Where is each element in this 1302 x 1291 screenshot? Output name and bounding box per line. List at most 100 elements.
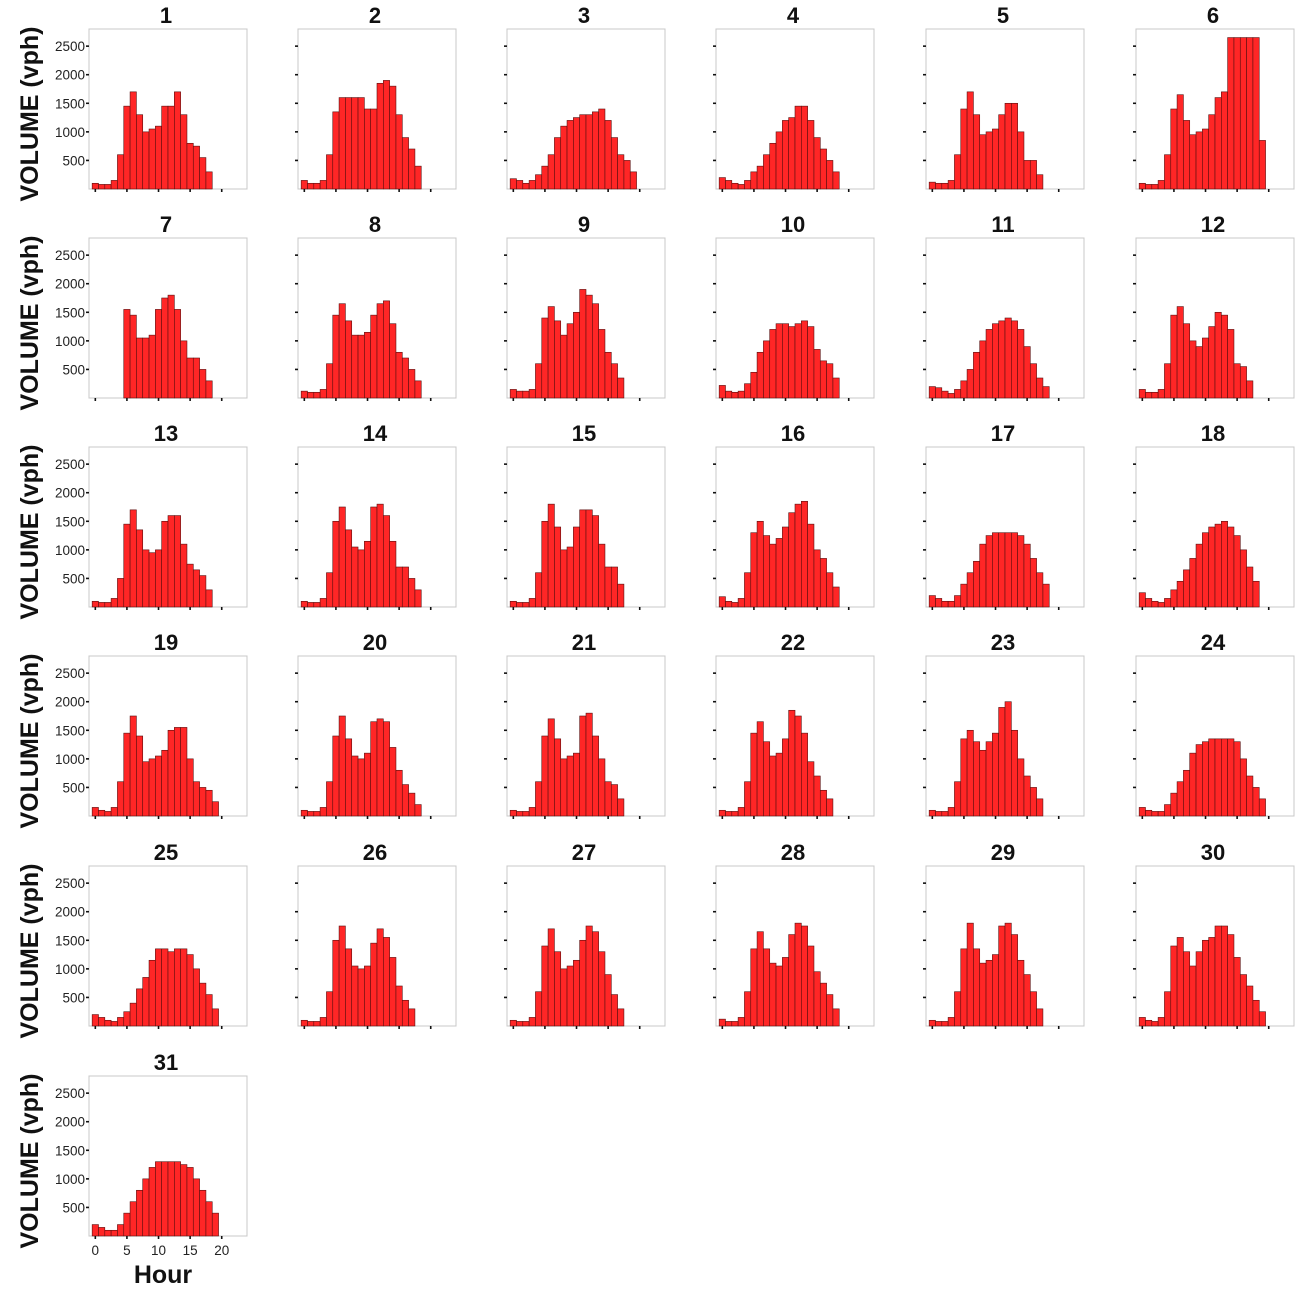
panel-7: 7 500 1000 1500 2000 2500 xyxy=(55,212,248,401)
bar-hour-10 xyxy=(155,948,162,1027)
bar-hour-16 xyxy=(192,569,200,608)
bar-hour-8 xyxy=(560,334,568,399)
bar-hour-15 xyxy=(813,137,821,190)
bar-hour-12 xyxy=(794,503,802,608)
bar-hour-11 xyxy=(161,105,169,190)
bar-hour-3 xyxy=(1157,811,1165,817)
bar-hour-7 xyxy=(345,529,353,608)
bar-hour-18 xyxy=(414,804,422,817)
bar-hour-7 xyxy=(554,320,562,399)
bar-hour-6 xyxy=(756,520,764,608)
bar-hour-13 xyxy=(174,727,181,817)
bar-hour-2 xyxy=(313,602,321,608)
bar-hour-13 xyxy=(1011,729,1018,817)
bar-hour-18 xyxy=(205,171,213,190)
bar-hour-0 xyxy=(1138,389,1146,399)
bar-hour-11 xyxy=(370,314,378,399)
bar-hour-17 xyxy=(1036,1008,1044,1027)
bar-hour-16 xyxy=(401,566,409,608)
y-axis-title: VOLUME (vph) xyxy=(16,654,44,829)
panel-title: 28 xyxy=(781,840,805,865)
bar-hour-2 xyxy=(522,602,530,608)
bar-hour-16 xyxy=(401,784,409,817)
bar-hour-8 xyxy=(1189,134,1197,190)
bar-hour-17 xyxy=(199,575,207,608)
bar-hour-12 xyxy=(1004,102,1012,190)
bar-hour-1 xyxy=(307,602,315,608)
bar-hour-5 xyxy=(123,732,131,817)
panel-title: 30 xyxy=(1201,840,1225,865)
bar-hour-9 xyxy=(357,549,365,608)
bar-hour-7 xyxy=(1183,951,1191,1027)
bar-hour-16 xyxy=(1239,974,1247,1027)
bar-hour-4 xyxy=(326,781,334,817)
bar-hour-13 xyxy=(592,931,599,1027)
bar-hour-11 xyxy=(1208,738,1216,817)
bar-hour-2 xyxy=(313,182,321,190)
bar-hour-13 xyxy=(383,937,390,1027)
panel-18: 18 xyxy=(1133,421,1295,610)
bar-hour-2 xyxy=(941,811,949,817)
panel-title: 10 xyxy=(781,212,805,237)
bar-hour-18 xyxy=(1042,386,1050,399)
bar-hour-3 xyxy=(947,807,955,817)
bar-hour-15 xyxy=(604,781,612,817)
bar-hour-7 xyxy=(345,320,353,399)
bar-hour-12 xyxy=(1004,701,1012,817)
bar-hour-16 xyxy=(819,982,827,1027)
bar-hour-1 xyxy=(935,1021,943,1027)
bar-hour-6 xyxy=(1176,306,1184,399)
bar-hour-12 xyxy=(585,114,593,190)
bar-hour-15 xyxy=(395,566,403,608)
bar-hour-10 xyxy=(782,323,789,399)
bar-hour-3 xyxy=(110,1021,118,1027)
bar-hour-1 xyxy=(98,184,106,190)
bar-hour-1 xyxy=(516,1021,524,1027)
bar-hour-13 xyxy=(1011,320,1018,399)
bar-hour-5 xyxy=(1170,589,1178,608)
bar-hour-5 xyxy=(332,520,340,608)
bar-hour-5 xyxy=(750,732,758,817)
bar-hour-4 xyxy=(535,781,543,817)
bar-hour-1 xyxy=(98,602,106,608)
y-axis-title: VOLUME (vph) xyxy=(16,445,44,620)
bar-hour-12 xyxy=(794,715,802,817)
bar-hour-12 xyxy=(585,294,593,399)
bar-hour-2 xyxy=(104,811,112,817)
bar-hour-4 xyxy=(535,572,543,608)
bar-hour-8 xyxy=(979,134,987,190)
panel-6: 6 xyxy=(1133,3,1295,192)
bar-hour-1 xyxy=(935,811,943,817)
bar-hour-11 xyxy=(998,707,1006,817)
bar-hour-17 xyxy=(617,798,625,817)
bar-hour-17 xyxy=(617,154,625,190)
bar-hour-3 xyxy=(110,598,118,608)
bar-hour-11 xyxy=(998,114,1006,190)
bar-hour-19 xyxy=(1258,140,1266,190)
panel-14: 14 xyxy=(295,421,457,610)
bar-hour-0 xyxy=(509,1019,517,1027)
bar-hour-16 xyxy=(1029,991,1037,1027)
bar-hour-8 xyxy=(560,758,568,817)
bar-hour-5 xyxy=(1170,945,1178,1027)
y-tick-label: 2500 xyxy=(55,666,85,681)
bar-hour-4 xyxy=(744,572,752,608)
bar-hour-7 xyxy=(136,988,144,1027)
y-tick-label: 500 xyxy=(62,780,85,795)
bar-hour-19 xyxy=(1258,1011,1266,1027)
bar-hour-11 xyxy=(161,749,169,817)
y-tick-label: 2500 xyxy=(55,1086,85,1101)
bar-hour-8 xyxy=(351,97,359,190)
panel-19: 19 500 1000 1500 2000 2500 xyxy=(55,630,248,819)
panel-15: 15 xyxy=(504,421,666,610)
bar-hour-0 xyxy=(1138,592,1146,608)
panel-12: 12 xyxy=(1133,212,1295,401)
bar-hour-11 xyxy=(788,117,796,190)
bar-hour-0 xyxy=(928,809,936,817)
bar-hour-9 xyxy=(775,965,783,1027)
bar-hour-6 xyxy=(338,97,346,190)
y-tick-label: 1000 xyxy=(55,962,85,977)
bar-hour-16 xyxy=(401,137,409,190)
bar-hour-18 xyxy=(1252,999,1260,1027)
y-tick-label: 1000 xyxy=(55,1172,85,1187)
